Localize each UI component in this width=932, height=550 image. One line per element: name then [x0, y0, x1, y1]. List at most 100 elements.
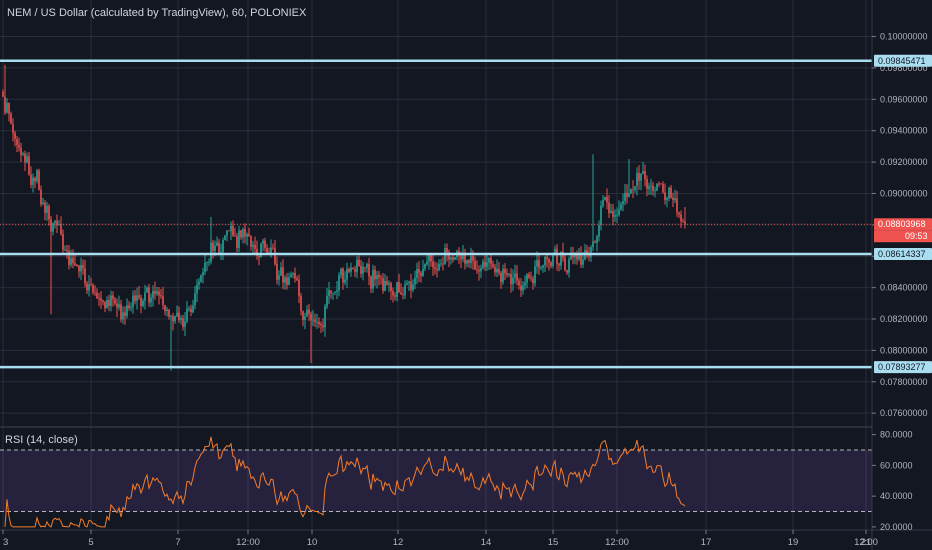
candle-233[interactable] [468, 258, 470, 268]
candle-59[interactable] [120, 299, 122, 323]
candle-241[interactable] [484, 255, 486, 271]
candle-252[interactable] [506, 268, 508, 278]
candle-46[interactable] [94, 285, 96, 296]
candle-202[interactable] [406, 279, 408, 286]
candle-170[interactable] [342, 267, 344, 290]
candle-339[interactable] [680, 210, 682, 229]
candle-195[interactable] [392, 287, 394, 303]
candle-240[interactable] [482, 258, 484, 270]
candle-60[interactable] [122, 306, 124, 324]
candle-24[interactable] [50, 215, 52, 315]
candle-187[interactable] [376, 270, 378, 289]
candle-145[interactable] [292, 272, 294, 279]
candle-19[interactable] [40, 185, 42, 207]
candle-61[interactable] [124, 306, 126, 325]
candle-232[interactable] [466, 259, 468, 268]
candle-72[interactable] [146, 286, 148, 294]
candle-334[interactable] [670, 184, 672, 199]
candle-210[interactable] [422, 259, 424, 277]
candle-79[interactable] [160, 288, 162, 299]
candle-97[interactable] [196, 279, 198, 303]
candle-80[interactable] [162, 286, 164, 310]
candle-56[interactable] [114, 296, 116, 306]
candle-94[interactable] [190, 304, 192, 317]
candle-194[interactable] [390, 281, 392, 301]
candle-100[interactable] [202, 267, 204, 284]
candle-5[interactable] [12, 118, 14, 142]
candle-186[interactable] [374, 265, 376, 287]
candle-158[interactable] [318, 317, 320, 328]
rsi-axis[interactable]: 20.0000 40.0000 60.0000 80.0000 [872, 430, 913, 532]
candle-140[interactable] [282, 259, 284, 290]
rsi-panel[interactable] [0, 436, 872, 528]
candle-41[interactable] [84, 259, 86, 288]
candle-91[interactable] [184, 312, 186, 337]
candle-307[interactable] [616, 207, 618, 224]
candle-112[interactable] [226, 230, 228, 242]
candle-234[interactable] [470, 247, 472, 269]
candle-82[interactable] [166, 306, 168, 317]
candle-260[interactable] [522, 281, 524, 295]
candle-62[interactable] [126, 298, 128, 319]
candle-214[interactable] [430, 254, 432, 267]
candle-38[interactable] [78, 264, 80, 278]
candle-33[interactable] [68, 244, 70, 270]
candle-189[interactable] [380, 274, 382, 285]
candle-254[interactable] [510, 268, 512, 293]
candle-299[interactable] [600, 200, 602, 231]
candle-31[interactable] [64, 245, 66, 252]
candle-184[interactable] [370, 275, 372, 294]
candle-154[interactable] [310, 311, 312, 363]
candle-212[interactable] [426, 254, 428, 267]
candle-269[interactable] [540, 265, 542, 271]
candle-298[interactable] [598, 220, 600, 242]
candle-13[interactable] [28, 152, 30, 176]
candle-218[interactable] [438, 259, 440, 272]
candle-76[interactable] [154, 281, 156, 300]
candle-180[interactable] [362, 262, 364, 281]
candle-23[interactable] [48, 204, 50, 226]
candle-57[interactable] [116, 298, 118, 317]
candle-119[interactable] [240, 229, 242, 240]
candle-77[interactable] [156, 286, 158, 297]
candle-65[interactable] [132, 290, 134, 314]
candle-304[interactable] [610, 203, 612, 214]
candle-34[interactable] [70, 249, 72, 268]
candle-198[interactable] [398, 273, 400, 293]
candle-9[interactable] [20, 142, 22, 163]
candle-89[interactable] [180, 315, 182, 325]
candle-295[interactable] [592, 154, 594, 252]
candle-12[interactable] [26, 152, 28, 164]
candle-328[interactable] [658, 181, 660, 188]
candle-250[interactable] [502, 264, 504, 285]
candle-101[interactable] [204, 254, 206, 275]
candle-15[interactable] [32, 173, 34, 193]
candle-207[interactable] [416, 262, 418, 285]
candle-64[interactable] [130, 302, 132, 312]
candle-310[interactable] [622, 193, 624, 212]
candle-256[interactable] [514, 264, 516, 284]
candle-296[interactable] [594, 240, 596, 244]
candle-231[interactable] [464, 248, 466, 270]
candle-262[interactable] [526, 273, 528, 289]
candle-246[interactable] [494, 263, 496, 277]
candle-68[interactable] [138, 285, 140, 300]
candle-14[interactable] [30, 166, 32, 189]
candle-163[interactable] [328, 281, 330, 305]
candle-108[interactable] [218, 239, 220, 255]
candle-45[interactable] [92, 283, 94, 295]
candle-266[interactable] [534, 260, 536, 287]
candle-172[interactable] [346, 262, 348, 288]
candle-323[interactable] [648, 182, 650, 196]
candle-147[interactable] [296, 275, 298, 282]
candle-325[interactable] [652, 181, 654, 196]
candle-81[interactable] [164, 304, 166, 316]
candle-320[interactable] [642, 161, 644, 175]
candle-137[interactable] [276, 256, 278, 285]
candle-311[interactable] [624, 184, 626, 206]
candle-36[interactable] [74, 254, 76, 267]
candle-332[interactable] [666, 196, 668, 208]
candle-156[interactable] [314, 313, 316, 328]
candle-141[interactable] [284, 275, 286, 290]
